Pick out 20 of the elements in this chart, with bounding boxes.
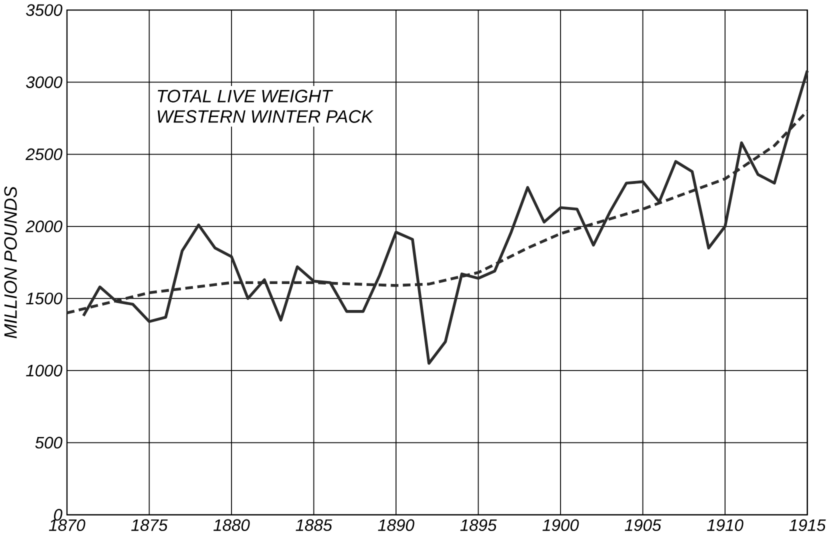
x-tick-label: 1905 — [624, 519, 662, 531]
x-tick-label: 1915 — [789, 519, 826, 531]
y-tick-label: 500 — [35, 436, 62, 448]
y-tick-label: 2000 — [26, 220, 62, 232]
x-tick-label: 1880 — [214, 519, 250, 531]
text: TOTAL LIVE WEIGHT WESTERN WINTER PACK — [158, 90, 374, 123]
y-tick-label: 2500 — [26, 148, 62, 160]
y-tick-label: 3000 — [26, 76, 62, 88]
y-tick-label: 0 — [54, 508, 62, 521]
x-tick-label: 1900 — [542, 519, 579, 531]
x-tick-label: 1870 — [48, 519, 86, 531]
x-tick-label: 1885 — [296, 519, 332, 531]
x-tick-label: 1910 — [707, 519, 744, 531]
x-tick-label: 1895 — [460, 519, 497, 531]
y-tick-label: 3500 — [26, 4, 62, 16]
x-tick-label: 1875 — [131, 519, 168, 531]
y-tick-label: 1500 — [26, 292, 62, 304]
x-tick-label: 1890 — [378, 519, 414, 531]
y-axis-title: MILLION POUNDS — [4, 186, 17, 338]
y-tick-label: 1000 — [26, 364, 62, 376]
